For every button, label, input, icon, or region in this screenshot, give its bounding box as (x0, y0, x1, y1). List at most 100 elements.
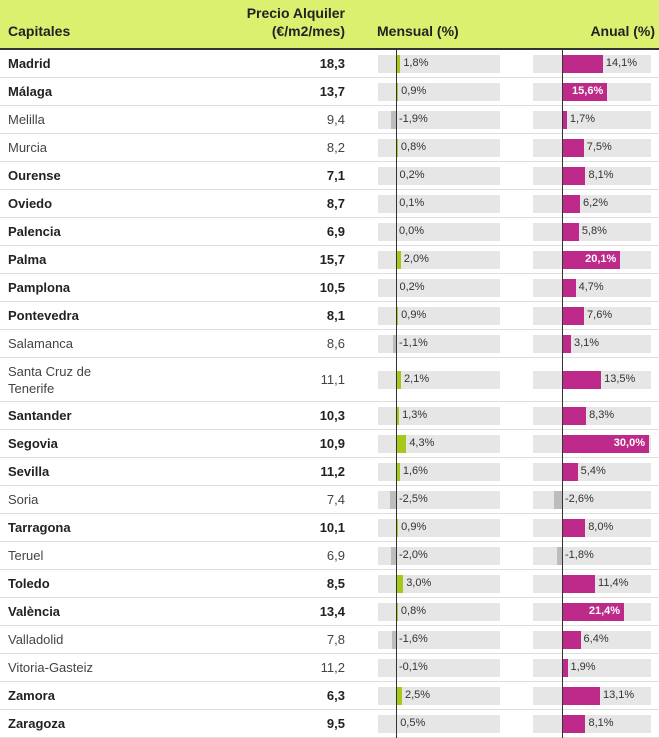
capital-name: Vitoria-Gasteiz (8, 660, 94, 675)
monthly-track (378, 603, 500, 621)
monthly-label: 0,9% (401, 521, 427, 533)
rent-price: 6,9 (326, 224, 345, 239)
annual-label: 7,5% (586, 141, 612, 153)
monthly-label: 0,2% (399, 281, 425, 293)
table-body: Madrid 18,3 1,8% 14,1% Málaga 13,7 0,9% 15,6% Me… (0, 50, 659, 738)
annual-label: 1,9% (570, 661, 596, 673)
monthly-bar (396, 83, 399, 101)
monthly-track (378, 463, 500, 481)
capital-name: Ourense (8, 168, 61, 183)
monthly-track (378, 83, 500, 101)
annual-bar (562, 195, 580, 213)
monthly-bar (396, 687, 402, 705)
capital-name: Pamplona (8, 280, 71, 295)
capital-name: Salamanca (8, 336, 74, 351)
capital-name: Segovia (8, 436, 58, 451)
header-capitals: Capitales (8, 23, 71, 39)
monthly-label: 1,3% (402, 409, 428, 421)
annual-bar (562, 223, 579, 241)
annual-bar (562, 715, 586, 733)
annual-zero-axis (562, 50, 563, 738)
rent-price: 11,1 (320, 372, 345, 387)
monthly-label: 0,8% (400, 141, 426, 153)
capital-name: Soria (8, 492, 39, 507)
annual-label: 5,4% (580, 465, 606, 477)
monthly-track (378, 139, 500, 157)
monthly-label: 1,8% (403, 57, 429, 69)
annual-bar (562, 167, 586, 185)
annual-label: 8,0% (588, 521, 614, 533)
monthly-track (378, 687, 500, 705)
monthly-bar (390, 491, 396, 509)
monthly-track (378, 631, 500, 649)
table-row: València 13,4 0,8% 21,4% (0, 598, 659, 626)
table-row: Sevilla 11,2 1,6% 5,4% (0, 458, 659, 486)
rent-price: 6,9 (326, 548, 345, 563)
capital-name: València (8, 604, 61, 619)
monthly-track (378, 547, 500, 565)
rent-price: 10,9 (319, 436, 345, 451)
table-row: Pontevedra 8,1 0,9% 7,6% (0, 302, 659, 330)
header-annual: Anual (%) (590, 23, 655, 39)
table-row: Tarragona 10,1 0,9% 8,0% (0, 514, 659, 542)
rent-price: 11,2 (320, 660, 345, 675)
monthly-track (378, 307, 500, 325)
annual-label: 4,7% (578, 281, 604, 293)
monthly-label: -2,0% (399, 549, 428, 561)
table-row: Salamanca 8,6 -1,1% 3,1% (0, 330, 659, 358)
rent-price: 8,2 (326, 140, 345, 155)
header-monthly: Mensual (%) (377, 23, 459, 39)
table-row: Soria 7,4 -2,5% -2,6% (0, 486, 659, 514)
annual-bar (562, 111, 567, 129)
annual-bar (562, 659, 568, 677)
annual-label: 3,1% (573, 337, 600, 349)
table-row: Toledo 8,5 3,0% 11,4% (0, 570, 659, 598)
monthly-bar (396, 463, 400, 481)
table-row: Murcia 8,2 0,8% 7,5% (0, 134, 659, 162)
rent-price: 7,1 (326, 168, 345, 183)
capital-name: Palencia (8, 224, 61, 239)
rent-price: 18,3 (319, 56, 345, 71)
capital-name: Teruel (8, 548, 44, 563)
monthly-bar (391, 547, 396, 565)
monthly-bar (396, 371, 402, 389)
monthly-label: -2,5% (399, 493, 428, 505)
table-row: Madrid 18,3 1,8% 14,1% (0, 50, 659, 78)
monthly-label: -0,1% (399, 661, 428, 673)
monthly-label: -1,6% (399, 633, 428, 645)
monthly-bar (391, 111, 396, 129)
monthly-label: -1,1% (399, 337, 428, 349)
monthly-track (378, 251, 500, 269)
annual-label: 7,6% (587, 309, 613, 321)
capital-name: Toledo (8, 576, 50, 591)
table-row: Palencia 6,9 0,0% 5,8% (0, 218, 659, 246)
capital-name: Santa Cruz de Tenerife (8, 364, 92, 396)
rent-price: 13,4 (319, 604, 345, 619)
rent-price: 15,7 (319, 252, 345, 267)
annual-bar (562, 279, 576, 297)
annual-bar (562, 575, 596, 593)
monthly-track (378, 279, 500, 297)
monthly-bar (392, 631, 396, 649)
header-price: Precio Alquiler (€/m2/mes) (247, 4, 345, 40)
capital-name: Murcia (8, 140, 48, 155)
monthly-track (378, 491, 500, 509)
table-row: Teruel 6,9 -2,0% -1,8% (0, 542, 659, 570)
capital-name: Oviedo (8, 196, 53, 211)
table-row: Segovia 10,9 4,3% 30,0% (0, 430, 659, 458)
monthly-label: 0,9% (401, 85, 427, 97)
annual-bar (562, 687, 600, 705)
monthly-bar (396, 407, 400, 425)
monthly-label: -1,9% (399, 113, 428, 125)
monthly-label: 0,1% (399, 197, 425, 209)
annual-label: 8,1% (588, 717, 614, 729)
table-row: Zaragoza 9,5 0,5% 8,1% (0, 710, 659, 738)
monthly-label: 4,3% (409, 437, 435, 449)
capital-name: Tarragona (8, 520, 71, 535)
annual-bar (562, 631, 581, 649)
capital-name: Palma (8, 252, 47, 267)
capital-name: Zamora (8, 688, 55, 703)
annual-label: 13,5% (604, 373, 636, 385)
monthly-track (378, 223, 500, 241)
